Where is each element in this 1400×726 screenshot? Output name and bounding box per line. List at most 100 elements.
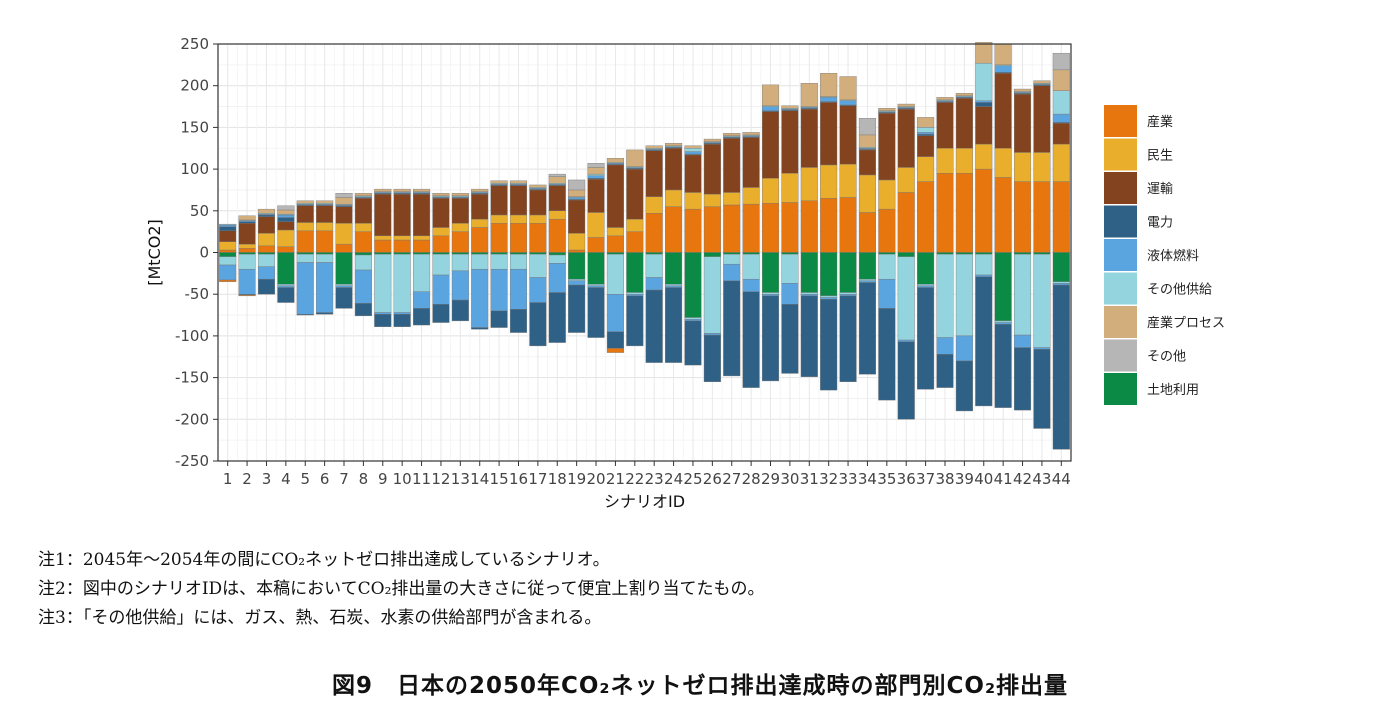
bar-segment [839, 292, 857, 295]
y-tick-label: -100 [175, 327, 209, 345]
bar-segment [451, 253, 469, 272]
bar-segment [587, 283, 605, 287]
bar-segment [277, 205, 295, 211]
bar-segment [897, 108, 915, 168]
bar-segment [490, 253, 508, 270]
bar-segment [451, 223, 469, 232]
bar-segment [645, 289, 663, 363]
bar-segment [955, 93, 973, 96]
bar-segment [529, 253, 547, 278]
bar-segment [917, 252, 935, 285]
bar-segment [471, 193, 489, 220]
bar-segment [781, 252, 799, 255]
bar-segment [626, 292, 644, 295]
bar-segment [994, 43, 1012, 66]
x-tick-label: 16 [509, 470, 528, 488]
note-2: 注2：図中のシナリオIDは、本稿においてCO₂排出量の大きさに従って便宜上割り当… [38, 579, 765, 599]
bar-segment [568, 280, 586, 286]
bar-segment [800, 252, 818, 293]
bar-segment [548, 176, 566, 184]
bar-segment [1013, 347, 1032, 411]
bar-segment [587, 175, 605, 179]
bar-segment [548, 292, 566, 343]
bar-segment [723, 138, 741, 193]
bar-segment [490, 310, 508, 328]
x-tick-label: 34 [858, 470, 877, 488]
y-tick-label: -150 [175, 369, 209, 387]
bar-segment [393, 253, 411, 313]
bar-segment [742, 291, 760, 388]
bar-segment [471, 252, 489, 255]
bar-segment [878, 208, 896, 253]
bar-segment [936, 148, 954, 174]
x-tick-label: 7 [339, 470, 349, 488]
bar-segment [626, 295, 644, 347]
bar-segment [509, 252, 528, 255]
bar-segment [839, 76, 857, 101]
bar-segment [1013, 88, 1032, 92]
bar-segment [1052, 69, 1070, 91]
bar-segment [568, 199, 586, 234]
bar-segment [975, 168, 993, 253]
x-tick-label: 8 [359, 470, 369, 488]
bar-segment [277, 214, 295, 218]
bar-segment [723, 252, 741, 255]
bar-segment [568, 278, 586, 282]
bar-segment [606, 253, 624, 295]
bar-segment [897, 341, 915, 420]
bar-segment [548, 263, 566, 293]
bar-segment [257, 214, 276, 217]
bar-segment [917, 133, 935, 136]
bar-segment [1052, 113, 1070, 123]
bar-segment [723, 280, 741, 377]
bar-segment [975, 106, 993, 145]
x-tick-label: 14 [470, 470, 489, 488]
bar-segment [471, 218, 489, 228]
bar-segment [703, 252, 721, 257]
bar-segment [354, 303, 372, 317]
bar-segment [761, 252, 780, 293]
bar-segment [781, 105, 799, 109]
bar-segment [645, 252, 663, 255]
bar-segment [606, 158, 624, 163]
x-tick-label: 30 [780, 470, 799, 488]
bar-segment [413, 253, 431, 292]
bar-segment [1033, 349, 1051, 429]
bar-segment [761, 178, 780, 204]
bar-segment [858, 280, 876, 283]
bar-segment [858, 134, 876, 148]
y-tick-label: 200 [180, 77, 209, 95]
bar-segment [277, 229, 295, 247]
bar-segment [1033, 85, 1051, 153]
bar-segment [490, 214, 508, 224]
bar-segment [878, 113, 896, 181]
bar-segment [219, 264, 237, 281]
bar-segment [316, 200, 334, 204]
bar-segment [1013, 181, 1032, 253]
bar-segment [568, 179, 586, 191]
note-3: 注3：「その他供給」には、ガス、熱、石炭、水素の供給部門が含まれる。 [38, 608, 602, 628]
bar-segment [277, 221, 295, 231]
legend-key [1104, 373, 1137, 405]
bar-segment [742, 187, 760, 205]
bar-segment [761, 84, 780, 106]
bar-segment [917, 132, 935, 135]
bar-segment [432, 252, 450, 255]
bar-segment [335, 285, 353, 288]
bar-segment [451, 252, 469, 255]
y-tick-label: 50 [190, 202, 209, 220]
bar-segment [723, 263, 741, 282]
bar-segment [335, 193, 353, 198]
bar-segment [742, 278, 760, 292]
bar-segment [761, 106, 780, 111]
bar-segment [665, 189, 683, 207]
bar-segment [413, 291, 431, 309]
x-tick-label: 23 [645, 470, 664, 488]
x-tick-label: 6 [320, 470, 330, 488]
bar-segment [761, 292, 780, 295]
bar-segment [393, 239, 411, 253]
bar-segment [606, 331, 624, 349]
bar-segment [548, 210, 566, 220]
y-tick-label: 250 [180, 35, 209, 53]
bar-segment [413, 308, 431, 326]
